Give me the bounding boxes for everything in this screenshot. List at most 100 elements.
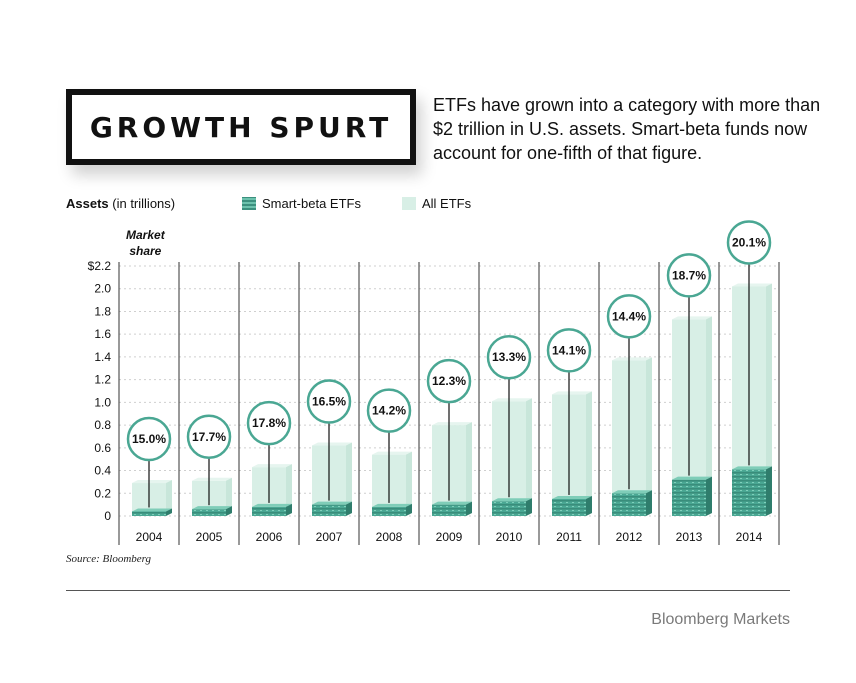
smart-beta-bar-top <box>312 501 352 505</box>
smart-beta-bar <box>372 506 406 516</box>
smart-beta-bar-side <box>406 503 412 516</box>
all-etfs-bar-side <box>646 357 652 516</box>
share-label: 17.7% <box>192 430 226 444</box>
share-label: 17.8% <box>252 416 286 430</box>
assets-unit-text: (in trillions) <box>112 196 176 211</box>
share-label: 20.1% <box>732 235 766 249</box>
y-tick-label: $2.2 <box>88 259 112 273</box>
brand-logo-text: Bloomberg Markets <box>651 611 790 628</box>
source-note: Source: Bloomberg <box>66 553 152 565</box>
smart-beta-bar <box>312 504 346 516</box>
share-label: 16.5% <box>312 395 346 409</box>
share-label: 12.3% <box>432 374 466 388</box>
title-box: GROWTH SPURT <box>66 89 416 165</box>
smart-beta-bar <box>552 498 586 516</box>
all-etfs-bar-top <box>372 451 412 455</box>
share-circle <box>306 379 352 424</box>
share-circle <box>486 334 532 380</box>
legend-all-etfs-label: All ETFs <box>422 196 472 211</box>
share-circle <box>126 416 172 462</box>
x-tick-label: 2005 <box>196 530 223 544</box>
share-circle <box>546 328 592 373</box>
chart-title: GROWTH SPURT <box>89 110 393 144</box>
smart-beta-bar-top <box>252 503 292 507</box>
y-tick-label: 0.6 <box>94 441 111 455</box>
smart-beta-bar <box>732 469 766 516</box>
smart-beta-bar <box>612 493 646 516</box>
share-label: 15.0% <box>132 432 166 446</box>
market-share-line2: share <box>129 244 162 258</box>
smart-beta-bar-top <box>612 490 652 494</box>
all-etfs-bar-side <box>466 422 472 516</box>
all-etfs-bar-top <box>552 391 592 395</box>
assets-label-text: Assets <box>66 196 109 211</box>
share-circle <box>666 253 712 298</box>
share-circle <box>426 358 472 404</box>
y-tick-label: 1.0 <box>94 395 111 409</box>
legend-smart-beta-label: Smart-beta ETFs <box>262 196 361 211</box>
legend-all-etfs: All ETFs <box>402 196 471 211</box>
y-tick-label: 0.4 <box>94 464 111 478</box>
smart-beta-bar-side <box>586 495 592 516</box>
x-tick-label: 2004 <box>136 530 163 544</box>
smart-beta-bar <box>252 506 286 516</box>
all-etfs-bar-side <box>346 442 352 516</box>
all-etfs-bar-side <box>166 480 172 516</box>
smart-beta-bar-side <box>346 501 352 516</box>
smart-beta-bar <box>672 479 706 516</box>
smart-beta-bar-top <box>672 476 712 480</box>
x-tick-label: 2013 <box>676 530 703 544</box>
smart-beta-bar <box>432 504 466 516</box>
x-tick-label: 2014 <box>736 530 763 544</box>
x-tick-label: 2008 <box>376 530 403 544</box>
all-etfs-bar-side <box>706 316 712 516</box>
smart-beta-bar-top <box>432 501 472 505</box>
y-tick-label: 1.4 <box>94 350 111 364</box>
smart-beta-swatch <box>242 197 256 210</box>
all-etfs-bar-top <box>672 316 712 320</box>
smart-beta-bar-top <box>372 503 412 507</box>
share-label: 14.1% <box>552 343 586 357</box>
smart-beta-bar <box>492 501 526 516</box>
y-tick-label: 1.6 <box>94 327 111 341</box>
chart-subtitle: ETFs have grown into a category with mor… <box>433 95 821 163</box>
y-tick-label: 0 <box>104 509 111 523</box>
share-label: 14.4% <box>612 309 646 323</box>
all-etfs-bar-top <box>492 398 532 402</box>
market-share-label: Market share <box>126 227 165 259</box>
all-etfs-bar-side <box>406 451 412 516</box>
x-tick-label: 2007 <box>316 530 343 544</box>
x-tick-label: 2006 <box>256 530 283 544</box>
share-circle <box>726 220 772 265</box>
y-tick-label: 0.2 <box>94 486 111 500</box>
y-tick-label: 1.8 <box>94 304 111 318</box>
share-circle <box>246 400 292 446</box>
smart-beta-bar-side <box>166 508 172 516</box>
smart-beta-bar-side <box>646 490 652 516</box>
all-etfs-bar-top <box>252 464 292 468</box>
smart-beta-bar-top <box>732 466 772 470</box>
smart-beta-bar-side <box>286 503 292 516</box>
legend-smart-beta: Smart-beta ETFs <box>242 196 361 211</box>
x-tick-label: 2009 <box>436 530 463 544</box>
all-etfs-bar-top <box>612 357 652 361</box>
x-tick-label: 2011 <box>556 530 582 544</box>
y-tick-label: 2.0 <box>94 282 111 296</box>
smart-beta-bar-side <box>706 476 712 516</box>
share-label: 13.3% <box>492 350 526 364</box>
smart-beta-bar <box>132 511 166 516</box>
share-label: 18.7% <box>672 268 706 282</box>
x-tick-label: 2010 <box>496 530 523 544</box>
share-circle <box>186 414 232 460</box>
x-tick-label: 2012 <box>616 530 643 544</box>
smart-beta-bar-top <box>132 508 172 512</box>
share-label: 14.2% <box>372 404 406 418</box>
all-etfs-bar-side <box>586 391 592 516</box>
y-tick-label: 1.2 <box>94 373 111 387</box>
all-etfs-bar-top <box>192 477 232 481</box>
smart-beta-bar-side <box>526 498 532 516</box>
all-etfs-bar-top <box>732 283 772 287</box>
all-etfs-bar-side <box>766 283 772 516</box>
smart-beta-bar-side <box>466 501 472 516</box>
